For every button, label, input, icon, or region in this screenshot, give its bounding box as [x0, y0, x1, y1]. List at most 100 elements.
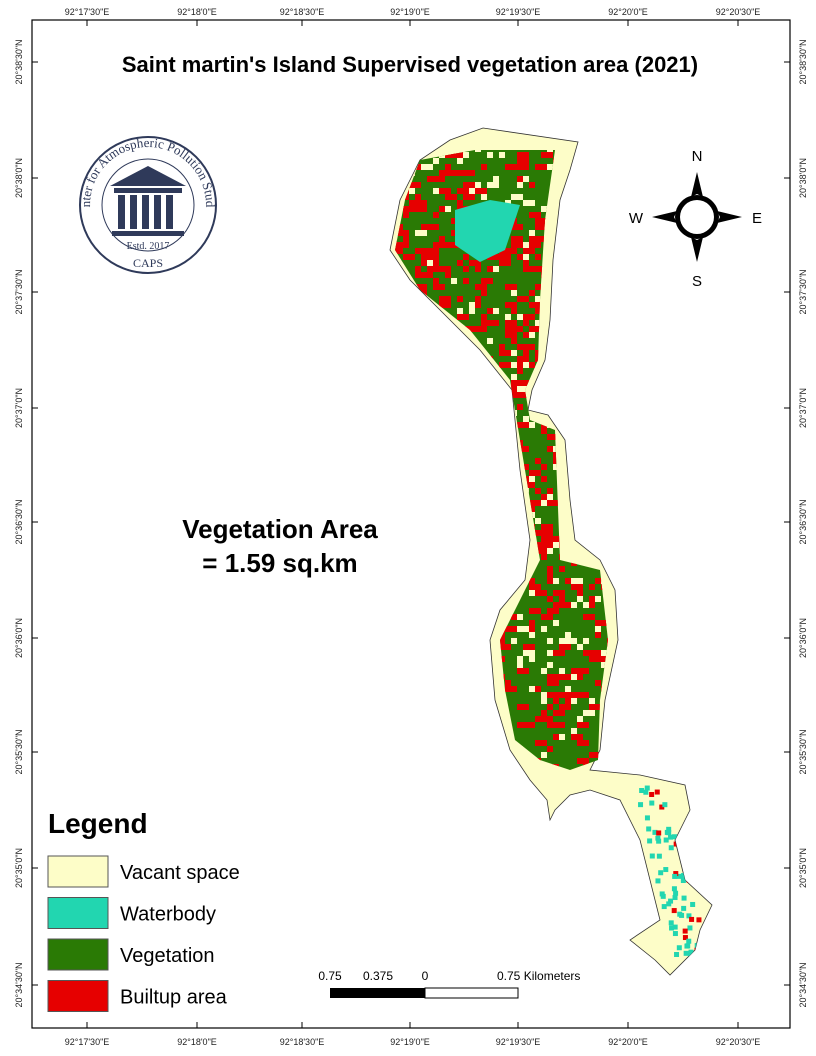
vacant-cell — [547, 638, 553, 644]
vacant-cell — [529, 200, 535, 206]
builtup-cell — [517, 164, 529, 170]
builtup-cell — [654, 789, 660, 795]
builtup-cell — [451, 152, 463, 158]
vacant-cell — [595, 626, 601, 632]
builtup-cell — [607, 638, 608, 644]
latitude-label: 20°37'0"N — [14, 388, 24, 428]
water-cell — [658, 870, 664, 876]
vacant-cell — [529, 230, 535, 236]
builtup-cell — [559, 644, 571, 650]
vacant-cell — [559, 638, 565, 644]
vacant-cell — [517, 314, 523, 320]
builtup-cell — [547, 536, 553, 542]
builtup-cell — [529, 236, 541, 242]
builtup-cell — [415, 284, 427, 290]
builtup-cell — [409, 206, 421, 212]
builtup-cell — [559, 650, 565, 656]
legend-label: Vegetation — [120, 945, 215, 967]
water-cell — [671, 886, 677, 892]
water-cell — [686, 913, 692, 919]
latitude-label: 20°35'0"N — [14, 848, 24, 888]
builtup-cell — [439, 176, 445, 182]
vacant-cell — [433, 158, 439, 164]
builtup-cell — [433, 284, 439, 290]
builtup-cell — [499, 638, 505, 644]
vacant-cell — [529, 422, 535, 428]
builtup-cell — [475, 266, 481, 272]
builtup-cell — [553, 722, 559, 728]
vacant-cell — [583, 602, 589, 608]
builtup-cell — [541, 152, 547, 158]
longitude-label: 92°17'30"E — [65, 7, 110, 17]
vacant-cell — [589, 710, 595, 716]
builtup-cell — [553, 590, 565, 596]
builtup-cell — [457, 188, 469, 194]
builtup-cell — [547, 500, 553, 506]
vacant-cell — [553, 620, 559, 626]
vacant-cell — [415, 230, 421, 236]
builtup-cell — [541, 476, 547, 482]
builtup-cell — [517, 296, 529, 302]
latitude-label: 20°35'0"N — [798, 848, 808, 888]
vacant-cell — [481, 194, 487, 200]
builtup-cell — [583, 692, 589, 698]
builtup-cell — [457, 200, 463, 206]
builtup-cell — [439, 236, 445, 242]
builtup-cell — [696, 917, 702, 923]
builtup-cell — [397, 242, 409, 248]
builtup-cell — [415, 272, 421, 278]
vacant-cell — [517, 662, 523, 668]
vacant-cell — [529, 590, 535, 596]
vacant-cell — [529, 650, 535, 656]
builtup-cell — [463, 254, 469, 260]
latitude-label: 20°38'0"N — [14, 158, 24, 198]
builtup-cell — [559, 566, 565, 572]
latitude-label: 20°38'30"N — [798, 39, 808, 84]
water-cell — [655, 835, 661, 841]
builtup-cell — [451, 170, 463, 176]
vacant-cell — [451, 278, 457, 284]
builtup-cell — [445, 272, 451, 278]
water-cell — [663, 867, 669, 873]
vacant-cell — [601, 650, 607, 656]
builtup-cell — [505, 248, 517, 254]
water-cell — [672, 834, 678, 840]
builtup-cell — [499, 644, 511, 650]
builtup-cell — [421, 248, 427, 254]
builtup-cell — [547, 578, 553, 584]
vacant-cell — [571, 602, 577, 608]
scale-label: 0.375 — [363, 969, 393, 983]
builtup-cell — [547, 680, 559, 686]
builtup-cell — [451, 194, 457, 200]
water-cell — [638, 802, 644, 808]
builtup-cell — [511, 308, 517, 314]
vacant-cell — [469, 302, 475, 308]
vacant-cell — [565, 686, 571, 692]
water-cell — [663, 837, 669, 843]
longitude-label: 92°18'0"E — [177, 1037, 217, 1047]
vacant-cell — [511, 350, 517, 356]
builtup-cell — [523, 350, 529, 356]
longitude-label: 92°19'30"E — [496, 1037, 541, 1047]
builtup-cell — [511, 614, 517, 620]
water-cell — [669, 925, 675, 931]
builtup-cell — [547, 692, 559, 698]
builtup-cell — [505, 320, 517, 326]
builtup-cell — [541, 716, 553, 722]
builtup-cell — [523, 722, 535, 728]
water-cell — [666, 901, 672, 907]
builtup-cell — [499, 362, 511, 368]
annotation-line: Vegetation Area — [182, 514, 378, 544]
builtup-cell — [553, 698, 559, 704]
builtup-cell — [535, 224, 547, 230]
legend-swatch — [47, 897, 109, 929]
builtup-cell — [457, 260, 463, 266]
vacant-cell — [511, 194, 517, 200]
builtup-cell — [529, 584, 541, 590]
builtup-cell — [529, 302, 541, 308]
builtup-cell — [595, 632, 601, 638]
builtup-cell — [493, 254, 505, 260]
vacant-cell — [535, 518, 541, 524]
builtup-cell — [541, 164, 547, 170]
